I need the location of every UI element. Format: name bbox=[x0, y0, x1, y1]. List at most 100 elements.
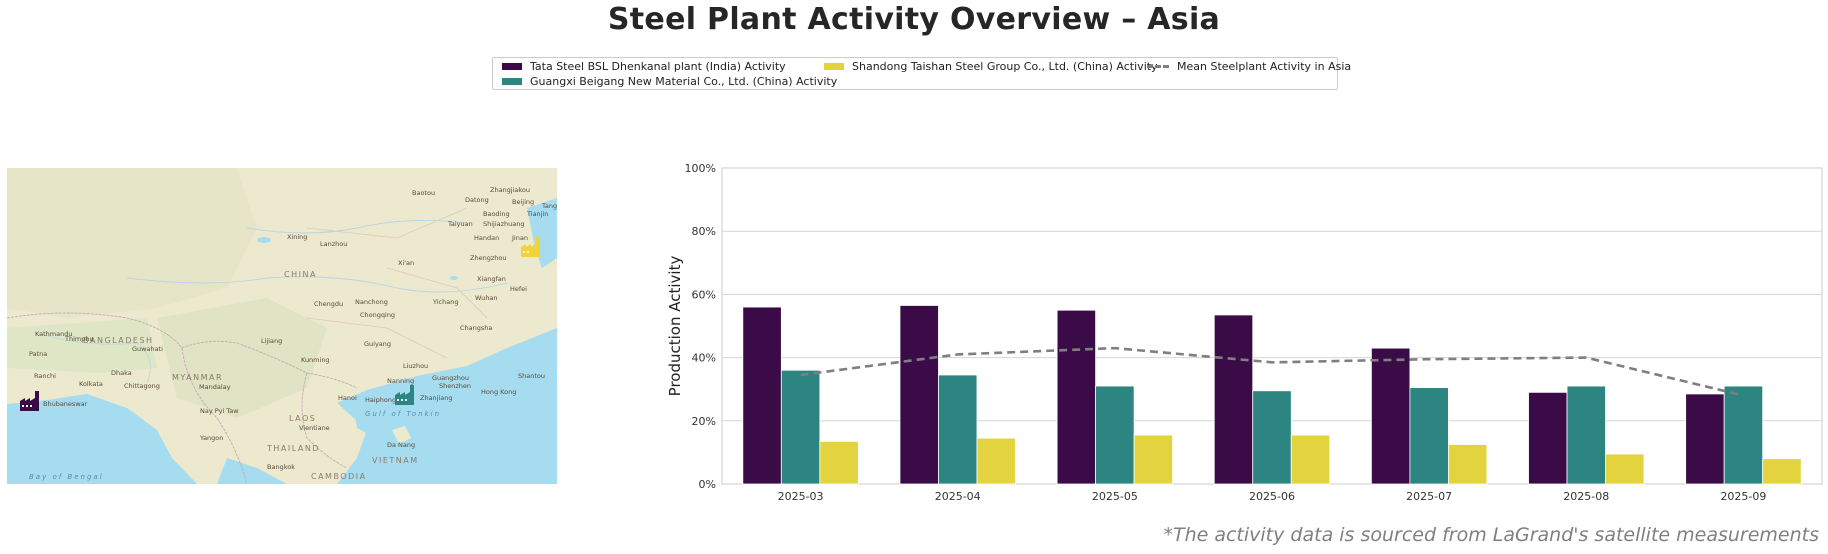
map-country-thailand: THAILAND bbox=[266, 444, 320, 453]
map-border-2 bbox=[181, 347, 248, 484]
map-city-label: Taiyuan bbox=[447, 220, 473, 228]
map-country-cambodia: CAMBODIA bbox=[311, 472, 367, 481]
map-city-label: Lanzhou bbox=[320, 240, 347, 248]
x-tick-labels: 2025-03 2025-04 2025-05 2025-06 2025-07 2025-… bbox=[778, 490, 1767, 503]
bar bbox=[976, 437, 1016, 485]
map-city-label: Xiangfan bbox=[477, 275, 506, 283]
bar bbox=[1605, 453, 1645, 485]
y-tick-label: 60% bbox=[692, 288, 716, 301]
map-city-label: Nanning bbox=[387, 377, 414, 385]
mean-line-path bbox=[800, 346, 1744, 397]
map-city-label: Bhubaneswar bbox=[43, 400, 88, 408]
bar bbox=[1290, 434, 1331, 485]
map-city-label: Nay Pyi Taw bbox=[200, 407, 239, 415]
map-terrain-ganges bbox=[7, 318, 157, 373]
map-city-label: Handan bbox=[474, 234, 499, 242]
map-sea-yellow bbox=[527, 198, 557, 268]
map-country-myanmar: MYANMAR bbox=[172, 373, 223, 382]
y-tick-labels: 0% 20% 40% 60% 80% 100% bbox=[685, 162, 716, 491]
map-city-label: Vientiane bbox=[299, 424, 330, 432]
bar bbox=[1762, 458, 1802, 485]
map-city-label: Hefei bbox=[510, 285, 527, 293]
x-tick-label: 2025-07 bbox=[1406, 490, 1452, 503]
map-city-label: Da Nang bbox=[387, 441, 415, 449]
map-city-label: Guwahati bbox=[132, 345, 163, 353]
x-tick-label: 2025-03 bbox=[778, 490, 824, 503]
map-city-label: Hanoi bbox=[338, 394, 357, 402]
legend-item-tata: Tata Steel BSL Dhenkanal plant (India) A… bbox=[502, 60, 786, 73]
bar bbox=[819, 440, 859, 485]
map-country-bangladesh: BANGLADESH bbox=[83, 336, 154, 345]
map-city-label: Zhengzhou bbox=[470, 254, 506, 262]
chart-title: Steel Plant Activity Overview – Asia bbox=[607, 2, 1221, 37]
map-city-label: Xi'an bbox=[398, 259, 414, 267]
legend-label-shandong: Shandong Taishan Steel Group Co., Ltd. (… bbox=[852, 60, 1158, 73]
bar bbox=[1056, 309, 1097, 485]
map-lake-qinghai bbox=[257, 237, 271, 243]
map-city-label: Guiyang bbox=[364, 340, 391, 348]
mean-line bbox=[800, 346, 1744, 397]
y-axis-label: Production Activity bbox=[666, 256, 684, 397]
map-city-label: Lijiang bbox=[261, 337, 282, 345]
map-city-label: Bangkok bbox=[267, 463, 295, 471]
bar bbox=[938, 374, 978, 485]
map-sea-label-tonkin: Gulf of Tonkin bbox=[365, 410, 441, 418]
legend-swatch-guangxi bbox=[502, 78, 522, 85]
bar bbox=[1409, 387, 1449, 485]
map-city-label: Kathmandu bbox=[35, 330, 72, 338]
y-tick-label: 100% bbox=[685, 162, 716, 175]
x-tick-label: 2025-09 bbox=[1720, 490, 1766, 503]
map-city-label: Ranchi bbox=[34, 372, 56, 380]
map-city-label: Tianjin bbox=[526, 210, 548, 218]
bar bbox=[1095, 385, 1135, 485]
map-sea-south-china bbox=[337, 328, 557, 484]
legend-label-guangxi: Guangxi Beigang New Material Co., Ltd. (… bbox=[530, 75, 838, 88]
map-city-label: Dhaka bbox=[111, 369, 132, 377]
bar bbox=[1370, 347, 1411, 485]
map-panel: CHINA MYANMAR LAOS THAILAND VIETNAM CAMB… bbox=[7, 168, 557, 484]
bar bbox=[742, 306, 782, 485]
map-city-label: Shantou bbox=[518, 372, 545, 380]
legend-swatch-tata bbox=[502, 63, 522, 70]
map-city-label: Hong Kong bbox=[481, 388, 516, 396]
map-city-label: Shijiazhuang bbox=[483, 220, 525, 228]
legend-item-guangxi: Guangxi Beigang New Material Co., Ltd. (… bbox=[502, 75, 837, 88]
map-river-yangtze bbox=[126, 276, 508, 293]
map-river-yellow bbox=[246, 219, 468, 234]
map-city-label: Zhangjiakou bbox=[490, 186, 530, 194]
map-city-label: Kunming bbox=[301, 356, 330, 364]
map-country-vietnam: VIETNAM bbox=[372, 456, 419, 465]
bar bbox=[1252, 390, 1292, 485]
factory-icon[interactable] bbox=[521, 237, 540, 257]
map-city-label: Haiphong bbox=[365, 396, 396, 404]
map-city-label: Zhanjiang bbox=[420, 394, 453, 402]
map-city-label: Changsha bbox=[460, 324, 492, 332]
x-tick-label: 2025-05 bbox=[1092, 490, 1138, 503]
legend-item-mean: Mean Steelplant Activity in Asia bbox=[1147, 60, 1351, 73]
map-city-label: Jinan bbox=[511, 234, 528, 242]
map-sea-label-bengal: Bay of Bengal bbox=[29, 473, 104, 481]
map-city-label: Nanchong bbox=[355, 298, 388, 306]
map-country-laos: LAOS bbox=[289, 414, 316, 423]
map-city-label: Tang bbox=[541, 202, 557, 210]
bar bbox=[1447, 444, 1488, 485]
footnote: *The activity data is sourced from LaGra… bbox=[1163, 524, 1819, 546]
y-tick-label: 20% bbox=[692, 415, 716, 428]
map-city-label: Xining bbox=[287, 233, 307, 241]
legend-item-shandong: Shandong Taishan Steel Group Co., Ltd. (… bbox=[824, 60, 1158, 73]
map-sea-bengal bbox=[7, 394, 197, 484]
map-sea-tonkin bbox=[352, 398, 387, 436]
map-svg: CHINA MYANMAR LAOS THAILAND VIETNAM CAMB… bbox=[7, 168, 557, 484]
factory-icon[interactable] bbox=[395, 385, 414, 405]
map-city-label: Kolkata bbox=[79, 380, 103, 388]
map-city-label: Guangzhou bbox=[432, 374, 469, 382]
bar bbox=[1685, 393, 1725, 485]
bar bbox=[1528, 391, 1568, 485]
legend-label-tata: Tata Steel BSL Dhenkanal plant (India) A… bbox=[530, 60, 786, 73]
factory-icon[interactable] bbox=[20, 391, 39, 411]
map-city-label: Baoding bbox=[483, 210, 510, 218]
map-border-1 bbox=[7, 312, 358, 389]
y-tick-label: 80% bbox=[692, 225, 716, 238]
map-city-label: Chengdu bbox=[314, 300, 343, 308]
map-city-label: Baotou bbox=[412, 189, 435, 197]
